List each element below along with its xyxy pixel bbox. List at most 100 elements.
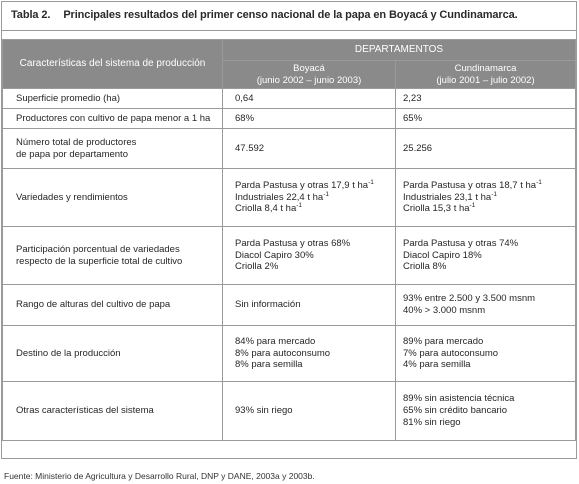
cundinamarca-cell: Parda Pastusa y otras 18,7 t ha-1 Indust… [394, 168, 577, 227]
row-label: Superficie promedio (ha) [2, 88, 223, 109]
cell-line: Diacol Capiro 30% [235, 249, 314, 261]
table-number: Tabla 2. [11, 9, 51, 21]
cell-line: 7% para autoconsumo [403, 347, 499, 359]
row-label: Número total de productores de papa por … [2, 128, 223, 169]
row-label: Participación porcentual de variedades r… [2, 226, 223, 285]
table-row: Participación porcentual de variedades r… [2, 226, 577, 285]
row-label-line: respecto de la superficie total de culti… [16, 255, 183, 267]
cundinamarca-cell: 65% [394, 108, 577, 129]
cell-line: Criolla 8,4 t ha-1 [235, 203, 395, 215]
boyaca-cell: Parda Pastusa y otras 68% Diacol Capiro … [222, 226, 396, 285]
table-row: Productores con cultivo de papa menor a … [2, 108, 577, 129]
row-label: Destino de la producción [2, 325, 223, 382]
table-title: Principales resultados del primer censo … [63, 9, 518, 21]
cell-line: Industriales 23,1 t ha-1 [403, 190, 575, 204]
boyaca-cell: 93% sin riego [222, 381, 396, 441]
row-label: Rango de alturas del cultivo de papa [2, 284, 223, 326]
cell-line: Industriales 22,4 t ha-1 [235, 190, 395, 204]
cell-line: 4% para semilla [403, 359, 471, 371]
unit-exponent: -1 [536, 178, 542, 186]
header-cundinamarca: Cundinamarca (julio 2001 – julio 2002) [394, 60, 577, 89]
cell-text: Parda Pastusa y otras 17,9 t ha [235, 179, 369, 191]
header-characteristics: Características del sistema de producció… [2, 39, 223, 89]
boyaca-cell: 68% [222, 108, 396, 129]
unit-exponent: -1 [491, 190, 497, 198]
cundinamarca-cell: 2,23 [394, 88, 577, 109]
row-label-line: Variedades y rendimientos [16, 191, 128, 203]
boyaca-cell: Parda Pastusa y otras 17,9 t ha-1 Indust… [222, 168, 396, 227]
unit-exponent: -1 [323, 190, 329, 198]
cundinamarca-cell: 93% entre 2.500 y 3.500 msnm 40% > 3.000… [394, 284, 577, 326]
unit-exponent: -1 [368, 178, 374, 186]
row-label-line: de papa por departamento [16, 148, 128, 160]
row-label-line: Otras características del sistema [16, 405, 154, 417]
table-row: Rango de alturas del cultivo de papa Sin… [2, 284, 577, 326]
row-label-line: Número total de productores [16, 136, 137, 148]
cell-line: 0,64 [235, 92, 254, 104]
cundinamarca-cell: 25.256 [394, 128, 577, 169]
cell-line: 84% para mercado [235, 335, 316, 347]
source-note: Fuente: Ministerio de Agricultura y Desa… [4, 471, 315, 481]
cell-line: 89% para mercado [403, 335, 484, 347]
cell-line: 81% sin riego [403, 416, 461, 428]
cell-line: Criolla 8% [403, 261, 447, 273]
cell-line: Parda Pastusa y otras 17,9 t ha-1 [235, 178, 395, 192]
cell-line: 68% [235, 112, 255, 124]
cundinamarca-cell: 89% sin asistencia técnica 65% sin crédi… [394, 381, 577, 441]
table-row: Superficie promedio (ha) 0,64 2,23 [2, 88, 577, 109]
cell-line: 93% entre 2.500 y 3.500 msnm [403, 293, 536, 305]
cell-line: 65% [403, 112, 423, 124]
row-label-line: Rango de alturas del cultivo de papa [16, 299, 171, 311]
cell-line: Parda Pastusa y otras 74% [403, 237, 519, 249]
boyaca-cell: 0,64 [222, 88, 396, 109]
cell-line: 47.592 [235, 142, 265, 154]
cell-line: Parda Pastusa y otras 18,7 t ha-1 [403, 178, 575, 192]
unit-exponent: -1 [296, 202, 303, 210]
cundinamarca-cell: 89% para mercado 7% para autoconsumo 4% … [394, 325, 577, 382]
cell-line: 89% sin asistencia técnica [403, 393, 515, 405]
cell-line: Criolla 2% [235, 261, 279, 273]
table-caption: Tabla 2. Principales resultados del prim… [11, 9, 571, 21]
cell-line: Criolla 15,3 t ha-1 [403, 203, 575, 215]
row-label: Otras características del sistema [2, 381, 223, 441]
row-label-line: Participación porcentual de variedades [16, 243, 180, 255]
cell-line: 65% sin crédito bancario [403, 405, 508, 417]
header-departments: DEPARTAMENTOS [221, 39, 577, 61]
cell-line: 8% para semilla [235, 359, 303, 371]
boyaca-cell: 47.592 [222, 128, 396, 169]
table-row: Variedades y rendimientos Parda Pastusa … [2, 168, 577, 227]
row-label: Productores con cultivo de papa menor a … [2, 108, 223, 129]
header-cundinamarca-period: (julio 2001 – julio 2002) [436, 74, 535, 86]
cell-line: 25.256 [403, 142, 433, 154]
table-row: Destino de la producción 84% para mercad… [2, 325, 577, 382]
boyaca-cell: Sin información [222, 284, 396, 326]
header-boyaca-name: Boyacá [293, 62, 325, 74]
cell-line: Sin información [235, 299, 301, 311]
table-frame: Tabla 2. Principales resultados del prim… [1, 1, 577, 459]
cundinamarca-cell: Parda Pastusa y otras 74% Diacol Capiro … [394, 226, 577, 285]
unit-exponent: -1 [469, 202, 476, 210]
cell-line: Diacol Capiro 18% [403, 249, 482, 261]
row-label-line: Superficie promedio (ha) [16, 92, 121, 104]
cell-text: Parda Pastusa y otras 18,7 t ha [403, 179, 537, 191]
cell-line: Parda Pastusa y otras 68% [235, 237, 351, 249]
table-row: Otras características del sistema 93% si… [2, 381, 577, 441]
cell-line: 2,23 [403, 92, 422, 104]
cell-text: Criolla 15,3 t ha [403, 203, 470, 215]
cell-text: Criolla 8,4 t ha [235, 203, 297, 215]
cell-line: 40% > 3.000 msnm [403, 305, 486, 316]
census-results-table: Características del sistema de producció… [2, 39, 577, 441]
cell-text: Industriales 23,1 t ha [403, 191, 492, 203]
cell-text: Industriales 22,4 t ha [235, 191, 324, 203]
header-boyaca: Boyacá (junio 2002 – junio 2003) [222, 60, 396, 89]
cell-line: 8% para autoconsumo [235, 347, 331, 359]
table-row: Número total de productores de papa por … [2, 128, 577, 169]
cell-line: 93% sin riego [235, 405, 293, 417]
boyaca-cell: 84% para mercado 8% para autoconsumo 8% … [222, 325, 396, 382]
header-boyaca-period: (junio 2002 – junio 2003) [256, 74, 362, 86]
row-label-line: Productores con cultivo de papa menor a … [16, 112, 211, 124]
row-label-line: Destino de la producción [16, 347, 121, 359]
header-cundinamarca-name: Cundinamarca [454, 62, 517, 74]
row-label: Variedades y rendimientos [2, 168, 223, 227]
caption-divider [2, 30, 576, 31]
